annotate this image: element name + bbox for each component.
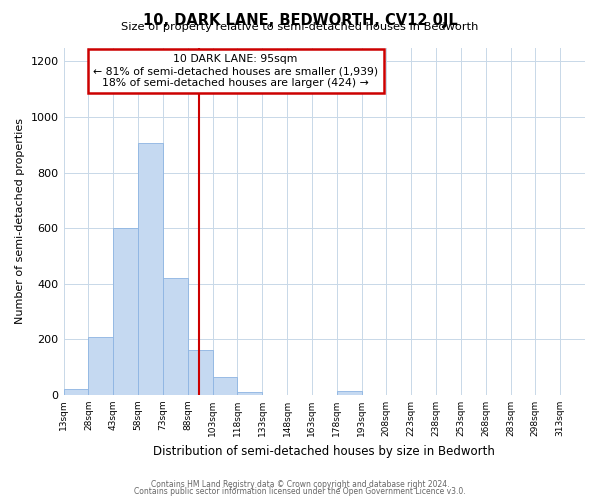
Bar [212, 377, 238, 395]
Bar [88, 336, 113, 395]
Bar [138, 144, 163, 395]
Y-axis label: Number of semi-detached properties: Number of semi-detached properties [15, 118, 25, 324]
Bar [163, 278, 188, 395]
Text: Size of property relative to semi-detached houses in Bedworth: Size of property relative to semi-detach… [121, 22, 479, 32]
Text: Contains HM Land Registry data © Crown copyright and database right 2024.: Contains HM Land Registry data © Crown c… [151, 480, 449, 489]
Bar [113, 228, 138, 395]
Text: 10, DARK LANE, BEDWORTH, CV12 0JL: 10, DARK LANE, BEDWORTH, CV12 0JL [143, 12, 457, 28]
Text: Contains public sector information licensed under the Open Government Licence v3: Contains public sector information licen… [134, 487, 466, 496]
Bar [238, 392, 262, 395]
Bar [188, 350, 212, 395]
Bar [64, 390, 88, 395]
Bar [337, 391, 362, 395]
Text: 10 DARK LANE: 95sqm
← 81% of semi-detached houses are smaller (1,939)
18% of sem: 10 DARK LANE: 95sqm ← 81% of semi-detach… [93, 54, 378, 88]
X-axis label: Distribution of semi-detached houses by size in Bedworth: Distribution of semi-detached houses by … [154, 444, 495, 458]
